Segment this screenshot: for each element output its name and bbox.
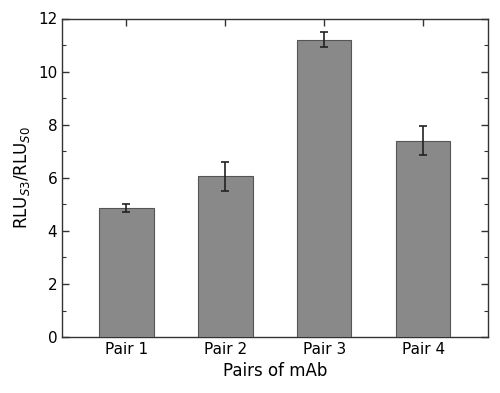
Y-axis label: RLU$_{S3}$/RLU$_{S0}$: RLU$_{S3}$/RLU$_{S0}$: [12, 126, 32, 229]
Bar: [100, 208, 154, 337]
Bar: [396, 141, 450, 337]
Bar: [297, 40, 352, 337]
Bar: [198, 176, 252, 337]
X-axis label: Pairs of mAb: Pairs of mAb: [222, 362, 327, 380]
